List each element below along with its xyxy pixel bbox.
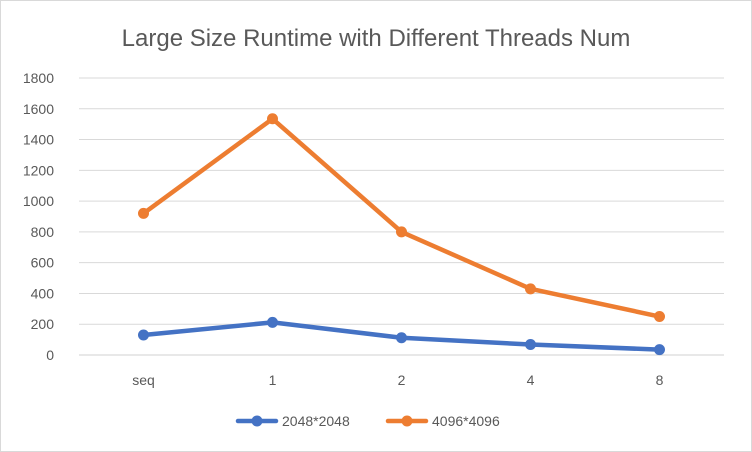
data-point (138, 207, 149, 219)
data-point (267, 316, 278, 328)
legend-marker (401, 415, 413, 427)
y-tick-label: 600 (31, 255, 55, 271)
x-tick-label: 1 (269, 372, 277, 388)
data-point (396, 332, 407, 344)
y-tick-label: 1000 (23, 193, 54, 209)
x-tick-label: 4 (527, 372, 535, 388)
x-axis-ticks: seq 1 2 4 8 (132, 372, 663, 388)
data-point (654, 344, 665, 356)
data-point (138, 329, 149, 341)
y-tick-label: 1600 (23, 101, 54, 117)
x-tick-label: 8 (656, 372, 664, 388)
x-tick-label: seq (132, 372, 155, 388)
y-axis-ticks: 0 200 400 600 800 1000 1200 1400 1600 1800 (23, 70, 54, 363)
legend-item: 2048*2048 (235, 413, 350, 429)
data-point (267, 113, 278, 125)
gridlines (79, 77, 724, 356)
y-tick-label: 800 (31, 224, 55, 240)
legend-item: 4096*4096 (385, 413, 500, 429)
data-point (525, 283, 536, 295)
legend-marker (251, 415, 263, 427)
series-2 (138, 113, 665, 323)
series-line (141, 116, 662, 319)
y-tick-label: 0 (46, 347, 54, 363)
y-tick-label: 1400 (23, 132, 54, 148)
y-tick-label: 1800 (23, 70, 54, 86)
y-tick-label: 1200 (23, 162, 54, 178)
legend-label: 4096*4096 (432, 413, 500, 429)
data-point (525, 339, 536, 351)
data-point (654, 311, 665, 323)
chart-title: Large Size Runtime with Different Thread… (122, 25, 631, 52)
legend: 2048*2048 4096*4096 (235, 413, 500, 429)
x-tick-label: 2 (398, 372, 406, 388)
y-tick-label: 200 (31, 316, 55, 332)
series-layer (138, 113, 665, 356)
data-point (396, 226, 407, 238)
series-1 (138, 316, 665, 356)
y-tick-label: 400 (31, 285, 55, 301)
legend-label: 2048*2048 (282, 413, 350, 429)
